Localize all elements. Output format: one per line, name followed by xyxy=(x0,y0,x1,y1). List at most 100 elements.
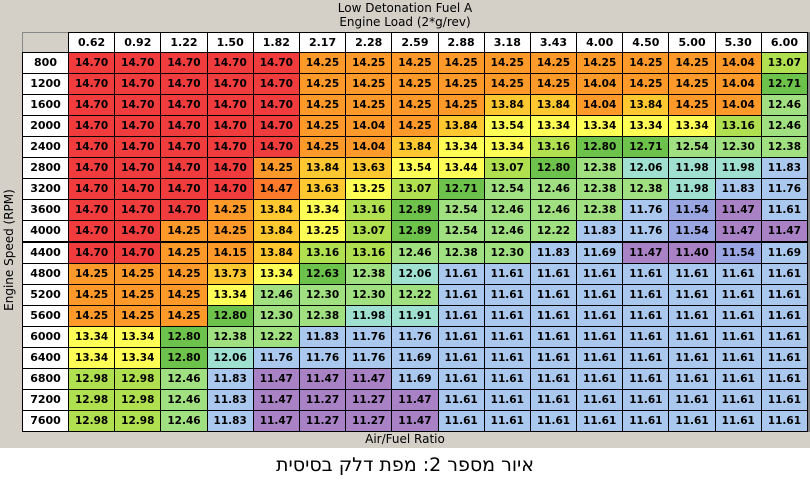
afr-cell[interactable]: 11.61 xyxy=(760,262,808,285)
afr-cell[interactable]: 11.61 xyxy=(714,388,762,411)
afr-cell[interactable]: 12.38 xyxy=(576,157,624,180)
afr-cell[interactable]: 11.47 xyxy=(345,367,393,390)
afr-cell[interactable]: 11.61 xyxy=(437,304,485,327)
afr-cell[interactable]: 14.70 xyxy=(206,94,254,117)
afr-cell[interactable]: 11.83 xyxy=(714,178,762,201)
afr-cell[interactable]: 14.70 xyxy=(114,73,162,96)
afr-cell[interactable]: 13.16 xyxy=(345,199,393,222)
afr-cell[interactable]: 11.76 xyxy=(622,199,670,222)
afr-cell[interactable]: 14.70 xyxy=(114,94,162,117)
afr-cell[interactable]: 13.84 xyxy=(252,220,300,243)
afr-cell[interactable]: 14.25 xyxy=(160,283,208,306)
afr-cell[interactable]: 14.70 xyxy=(114,241,162,264)
afr-cell[interactable]: 13.63 xyxy=(298,178,347,201)
afr-cell[interactable]: 11.83 xyxy=(206,409,254,432)
afr-cell[interactable]: 11.61 xyxy=(576,283,624,306)
afr-cell[interactable]: 13.54 xyxy=(391,157,439,180)
afr-cell[interactable]: 12.30 xyxy=(252,304,300,327)
afr-cell[interactable]: 11.54 xyxy=(668,199,716,222)
afr-cell[interactable]: 13.34 xyxy=(206,283,254,306)
afr-cell[interactable]: 14.04 xyxy=(345,115,393,138)
afr-cell[interactable]: 13.44 xyxy=(437,157,485,180)
afr-cell[interactable]: 14.25 xyxy=(206,220,254,243)
afr-cell[interactable]: 11.61 xyxy=(760,409,808,432)
afr-cell[interactable]: 13.07 xyxy=(391,178,439,201)
afr-cell[interactable]: 14.25 xyxy=(160,220,208,243)
afr-cell[interactable]: 11.61 xyxy=(714,409,762,432)
afr-cell[interactable]: 11.69 xyxy=(391,346,439,369)
afr-cell[interactable]: 11.61 xyxy=(529,325,578,348)
afr-cell[interactable]: 13.16 xyxy=(298,241,347,264)
afr-cell[interactable]: 14.25 xyxy=(391,52,439,75)
afr-cell[interactable]: 14.25 xyxy=(68,283,116,306)
afr-cell[interactable]: 11.61 xyxy=(622,346,670,369)
afr-cell[interactable]: 12.38 xyxy=(437,241,485,264)
afr-cell[interactable]: 13.07 xyxy=(760,52,808,75)
afr-cell[interactable]: 13.34 xyxy=(252,262,300,285)
afr-cell[interactable]: 11.54 xyxy=(668,220,716,243)
afr-cell[interactable]: 14.70 xyxy=(114,52,162,75)
afr-cell[interactable]: 13.34 xyxy=(622,115,670,138)
afr-cell[interactable]: 12.30 xyxy=(483,241,531,264)
afr-cell[interactable]: 14.70 xyxy=(252,115,300,138)
afr-cell[interactable]: 14.70 xyxy=(252,73,300,96)
afr-cell[interactable]: 14.47 xyxy=(252,178,300,201)
afr-cell[interactable]: 13.84 xyxy=(483,94,531,117)
afr-cell[interactable]: 11.61 xyxy=(760,304,808,327)
afr-cell[interactable]: 11.61 xyxy=(714,367,762,390)
afr-cell[interactable]: 11.61 xyxy=(437,346,485,369)
afr-cell[interactable]: 11.83 xyxy=(760,157,808,180)
afr-cell[interactable]: 12.63 xyxy=(298,262,347,285)
afr-cell[interactable]: 11.98 xyxy=(668,157,716,180)
afr-cell[interactable]: 13.16 xyxy=(529,136,578,159)
afr-cell[interactable]: 11.98 xyxy=(668,178,716,201)
afr-cell[interactable]: 12.54 xyxy=(668,136,716,159)
afr-cell[interactable]: 14.70 xyxy=(160,199,208,222)
afr-cell[interactable]: 11.27 xyxy=(345,409,393,432)
afr-cell[interactable]: 14.25 xyxy=(206,199,254,222)
afr-cell[interactable]: 14.25 xyxy=(298,73,347,96)
afr-cell[interactable]: 11.61 xyxy=(483,346,531,369)
afr-cell[interactable]: 14.70 xyxy=(252,52,300,75)
afr-cell[interactable]: 12.30 xyxy=(298,283,347,306)
afr-cell[interactable]: 11.98 xyxy=(714,157,762,180)
afr-cell[interactable]: 11.47 xyxy=(391,409,439,432)
afr-cell[interactable]: 12.54 xyxy=(437,220,485,243)
afr-cell[interactable]: 11.61 xyxy=(622,262,670,285)
afr-cell[interactable]: 12.80 xyxy=(576,136,624,159)
afr-cell[interactable]: 14.25 xyxy=(345,52,393,75)
afr-cell[interactable]: 11.83 xyxy=(529,241,578,264)
afr-cell[interactable]: 11.61 xyxy=(760,199,808,222)
afr-cell[interactable]: 12.22 xyxy=(252,325,300,348)
afr-cell[interactable]: 11.76 xyxy=(252,346,300,369)
afr-cell[interactable]: 11.91 xyxy=(391,304,439,327)
afr-cell[interactable]: 13.84 xyxy=(298,157,347,180)
afr-cell[interactable]: 14.70 xyxy=(68,178,116,201)
afr-cell[interactable]: 14.70 xyxy=(252,94,300,117)
afr-cell[interactable]: 12.30 xyxy=(345,283,393,306)
afr-cell[interactable]: 12.46 xyxy=(160,388,208,411)
afr-cell[interactable]: 14.70 xyxy=(160,52,208,75)
afr-cell[interactable]: 14.25 xyxy=(298,94,347,117)
afr-cell[interactable]: 14.25 xyxy=(529,73,578,96)
afr-cell[interactable]: 11.61 xyxy=(437,325,485,348)
afr-cell[interactable]: 13.16 xyxy=(345,241,393,264)
afr-cell[interactable]: 14.70 xyxy=(68,220,116,243)
afr-cell[interactable]: 11.61 xyxy=(437,283,485,306)
afr-cell[interactable]: 11.61 xyxy=(668,325,716,348)
afr-cell[interactable]: 14.04 xyxy=(576,94,624,117)
afr-cell[interactable]: 14.25 xyxy=(68,262,116,285)
afr-cell[interactable]: 14.70 xyxy=(68,199,116,222)
afr-cell[interactable]: 14.25 xyxy=(160,262,208,285)
afr-cell[interactable]: 11.61 xyxy=(622,388,670,411)
afr-cell[interactable]: 12.98 xyxy=(114,367,162,390)
afr-cell[interactable]: 11.61 xyxy=(437,367,485,390)
afr-cell[interactable]: 14.25 xyxy=(437,94,485,117)
afr-cell[interactable]: 11.47 xyxy=(252,388,300,411)
afr-cell[interactable]: 11.61 xyxy=(668,388,716,411)
afr-cell[interactable]: 14.04 xyxy=(714,94,762,117)
afr-cell[interactable]: 11.61 xyxy=(622,304,670,327)
afr-cell[interactable]: 13.34 xyxy=(668,115,716,138)
afr-cell[interactable]: 12.38 xyxy=(760,136,808,159)
afr-cell[interactable]: 14.70 xyxy=(114,220,162,243)
